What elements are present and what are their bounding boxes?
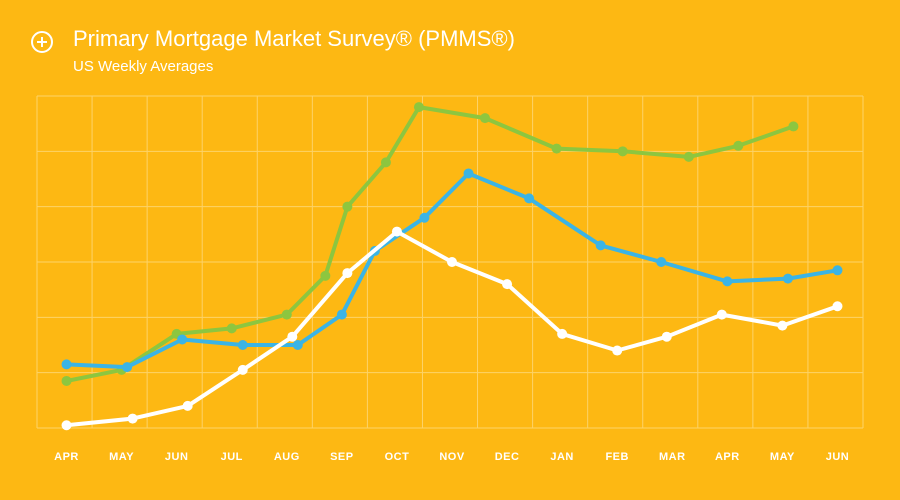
data-point xyxy=(391,226,402,237)
data-point xyxy=(380,157,391,168)
data-point xyxy=(226,323,237,334)
data-point xyxy=(292,340,303,350)
data-point xyxy=(61,420,72,431)
x-tick-label: MAY xyxy=(770,451,795,463)
data-point xyxy=(413,102,424,113)
data-point xyxy=(617,146,628,157)
data-point xyxy=(61,359,72,370)
x-tick-label: DEC xyxy=(495,451,520,463)
data-point xyxy=(127,413,138,424)
data-point xyxy=(782,273,793,284)
data-point xyxy=(419,212,430,223)
data-point xyxy=(595,240,606,251)
x-tick-label: MAR xyxy=(659,451,686,463)
data-point xyxy=(342,268,353,279)
data-point xyxy=(524,193,535,204)
x-tick-label: MAY xyxy=(109,451,134,463)
data-point xyxy=(661,331,672,342)
x-tick-label: OCT xyxy=(385,451,410,463)
data-point xyxy=(463,168,474,179)
x-tick-label: FEB xyxy=(605,451,629,463)
data-point xyxy=(237,364,248,375)
x-tick-label: JUN xyxy=(165,451,189,463)
x-tick-label: APR xyxy=(54,451,79,463)
data-point xyxy=(342,201,353,212)
data-point xyxy=(480,113,491,124)
data-point xyxy=(832,265,843,276)
x-tick-label: JUL xyxy=(221,451,243,463)
data-point xyxy=(777,320,788,331)
data-point xyxy=(551,143,562,154)
x-tick-label: NOV xyxy=(439,451,465,463)
data-point xyxy=(281,309,292,320)
data-point xyxy=(336,309,347,320)
data-point xyxy=(788,121,799,132)
data-point xyxy=(177,334,188,345)
series-line-1 xyxy=(64,105,796,383)
data-point xyxy=(287,331,298,342)
chart-subtitle: US Weekly Averages xyxy=(73,58,214,75)
data-point xyxy=(716,309,727,320)
title-block: Primary Mortgage Market Survey® (PMMS®) … xyxy=(73,26,515,75)
data-point xyxy=(722,276,733,287)
x-tick-label: AUG xyxy=(274,451,300,463)
data-point xyxy=(683,151,694,162)
data-point xyxy=(502,279,513,290)
chart-header: Primary Mortgage Market Survey® (PMMS®) … xyxy=(30,28,515,74)
data-point xyxy=(237,340,248,350)
data-point xyxy=(733,140,744,151)
data-point xyxy=(320,270,331,281)
chart-title: Primary Mortgage Market Survey® (PMMS®) xyxy=(73,26,515,51)
data-point xyxy=(447,257,457,267)
x-tick-label: SEP xyxy=(330,451,354,463)
data-point xyxy=(832,301,843,312)
x-tick-label: APR xyxy=(715,451,740,463)
add-circle-icon[interactable] xyxy=(30,30,54,54)
data-point xyxy=(182,400,193,411)
data-point xyxy=(656,257,667,267)
x-tick-label: JUN xyxy=(826,451,850,463)
data-point xyxy=(122,362,133,373)
data-point xyxy=(612,345,623,356)
data-point xyxy=(61,375,72,386)
data-point xyxy=(557,328,568,339)
x-tick-label: JAN xyxy=(550,451,574,463)
